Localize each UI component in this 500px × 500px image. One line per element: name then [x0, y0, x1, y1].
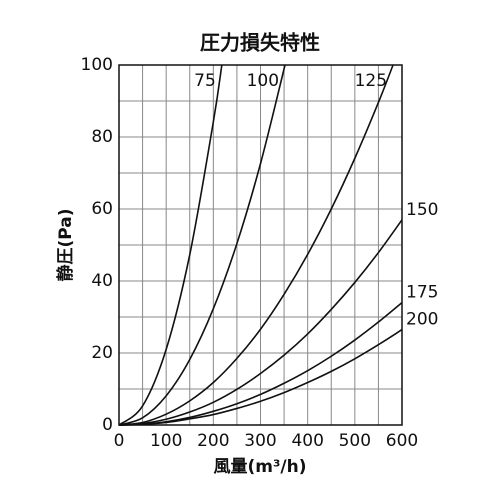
series-line: [118, 219, 403, 426]
y-tick-label: 20: [91, 343, 113, 363]
series-label: 100: [247, 71, 279, 91]
x-tick-label: 600: [386, 431, 418, 451]
x-axis-label: 風量(m³/h): [213, 456, 306, 477]
series-label: 125: [355, 71, 387, 91]
plot-frame: [118, 64, 403, 426]
series-line: [118, 64, 223, 426]
series-line: [118, 328, 403, 426]
y-axis-label: 静圧(Pa): [55, 208, 76, 281]
x-tick-label: 0: [114, 431, 125, 451]
series-line: [118, 64, 286, 426]
x-tick-label: 400: [291, 431, 323, 451]
series-label: 150: [406, 200, 438, 220]
chart-title: 圧力損失特性: [200, 31, 320, 55]
x-tick-label: 200: [197, 431, 229, 451]
y-tick-label: 80: [91, 127, 113, 147]
y-tick-label: 40: [91, 271, 113, 291]
y-tick-label: 60: [91, 199, 113, 219]
y-tick-label: 0: [102, 415, 113, 435]
series-line: [118, 64, 394, 426]
series-label: 75: [194, 71, 216, 91]
x-tick-label: 500: [339, 431, 371, 451]
series-label: 175: [406, 283, 438, 303]
series-label: 200: [406, 310, 438, 330]
x-tick-label: 300: [244, 431, 276, 451]
x-tick-label: 100: [150, 431, 182, 451]
y-tick-label: 100: [81, 55, 113, 75]
